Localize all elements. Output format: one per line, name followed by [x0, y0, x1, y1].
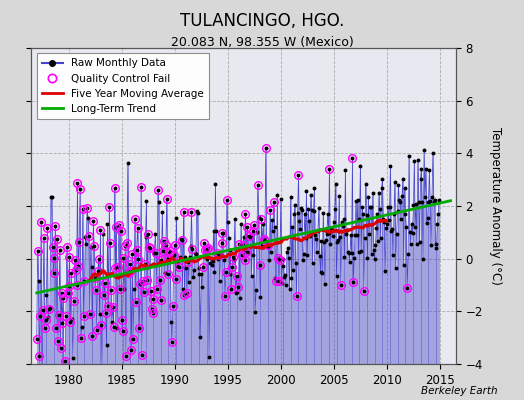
Text: TULANCINGO, HGO.: TULANCINGO, HGO.	[180, 12, 344, 30]
Y-axis label: Temperature Anomaly (°C): Temperature Anomaly (°C)	[489, 127, 503, 285]
Text: Berkeley Earth: Berkeley Earth	[421, 386, 498, 396]
Text: 20.083 N, 98.355 W (Mexico): 20.083 N, 98.355 W (Mexico)	[171, 36, 353, 49]
Legend: Raw Monthly Data, Quality Control Fail, Five Year Moving Average, Long-Term Tren: Raw Monthly Data, Quality Control Fail, …	[37, 53, 209, 119]
